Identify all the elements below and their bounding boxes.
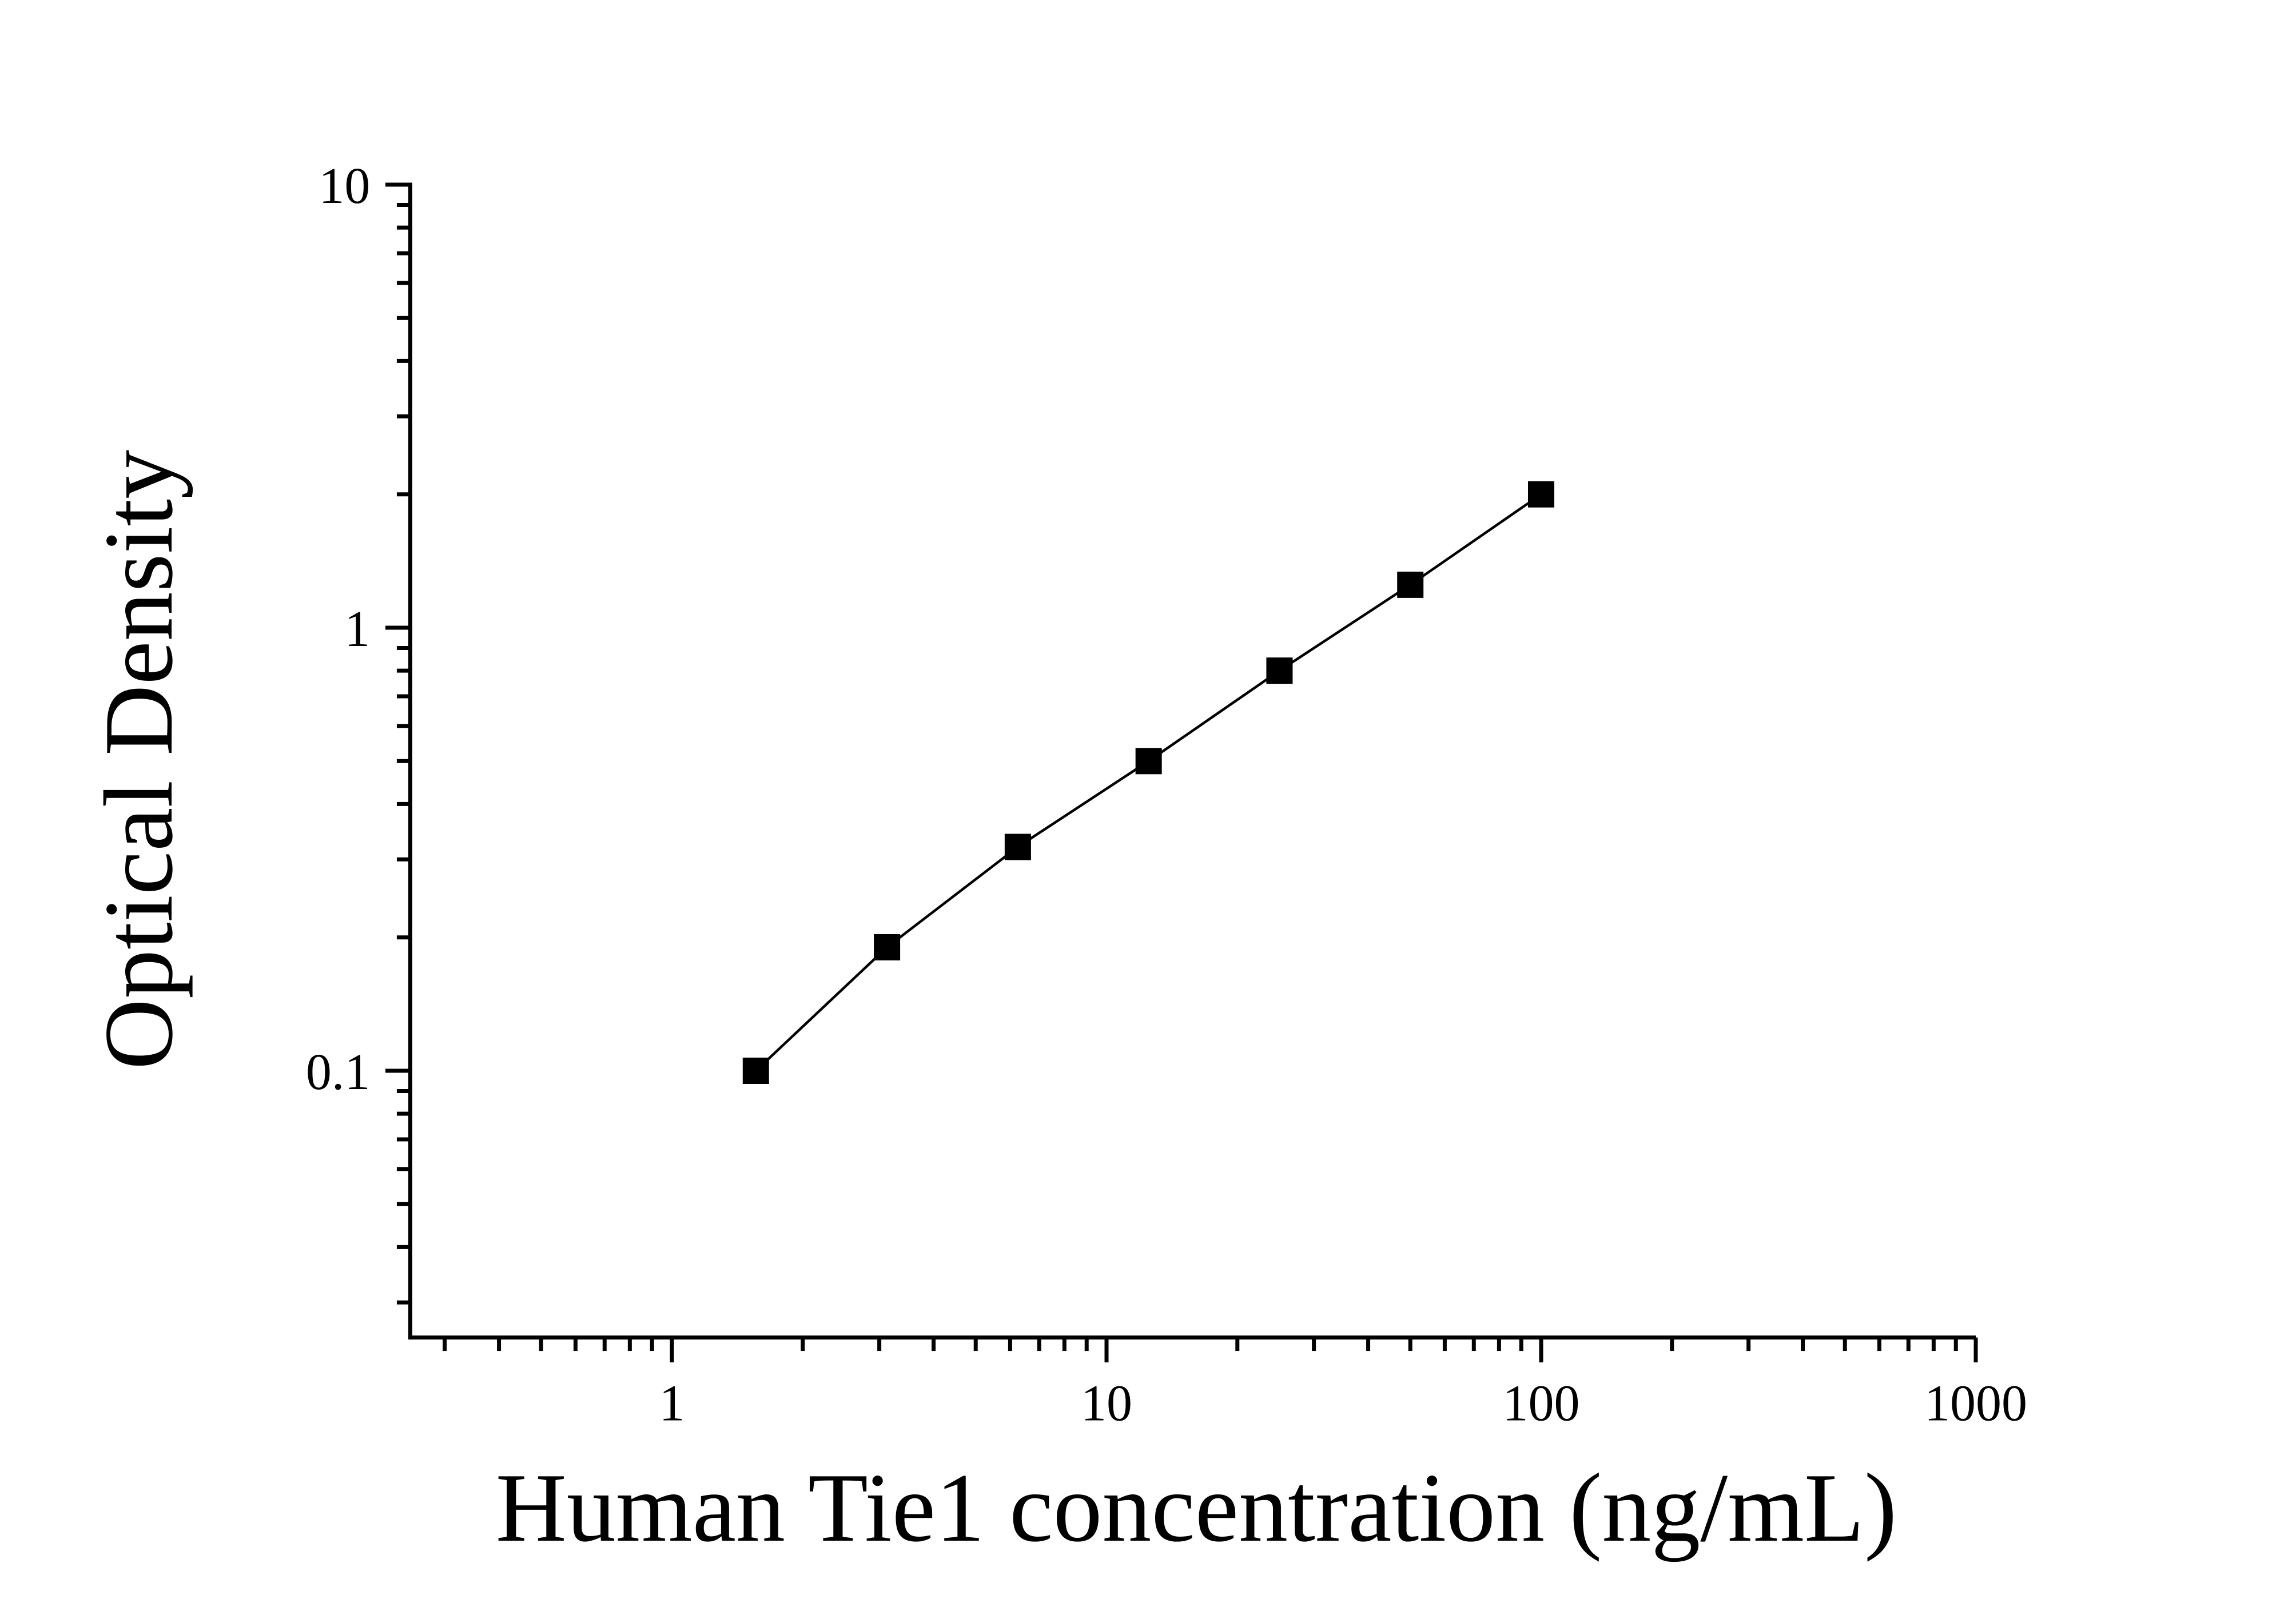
y-tick-label: 0.1 bbox=[306, 1044, 371, 1100]
x-tick-label: 1000 bbox=[1924, 1375, 2027, 1432]
y-tick-label: 10 bbox=[319, 158, 370, 214]
data-point-marker bbox=[1397, 571, 1424, 598]
x-axis-tick-labels: 1 10 100 1000 bbox=[659, 1375, 2028, 1432]
data-point-marker bbox=[742, 1058, 769, 1084]
y-axis-title: Optical Density bbox=[85, 450, 193, 1070]
x-tick-label: 10 bbox=[1081, 1375, 1132, 1432]
data-point-marker bbox=[874, 934, 901, 960]
x-axis-ticks bbox=[443, 1337, 1978, 1363]
x-tick-label: 1 bbox=[659, 1375, 685, 1432]
axes bbox=[408, 182, 1976, 1340]
data-point-marker bbox=[1135, 748, 1162, 775]
data-series bbox=[742, 481, 1554, 1084]
data-point-marker bbox=[1528, 481, 1554, 508]
y-tick-label: 1 bbox=[344, 601, 370, 657]
x-axis-title: Human Tie1 concentration (ng/mL) bbox=[496, 1454, 1897, 1562]
y-axis-ticks bbox=[385, 182, 411, 1305]
data-point-marker bbox=[1004, 834, 1031, 860]
data-point-marker bbox=[1266, 657, 1293, 684]
y-axis-tick-labels: 0.1 1 10 bbox=[306, 158, 371, 1100]
x-tick-label: 100 bbox=[1503, 1375, 1580, 1432]
